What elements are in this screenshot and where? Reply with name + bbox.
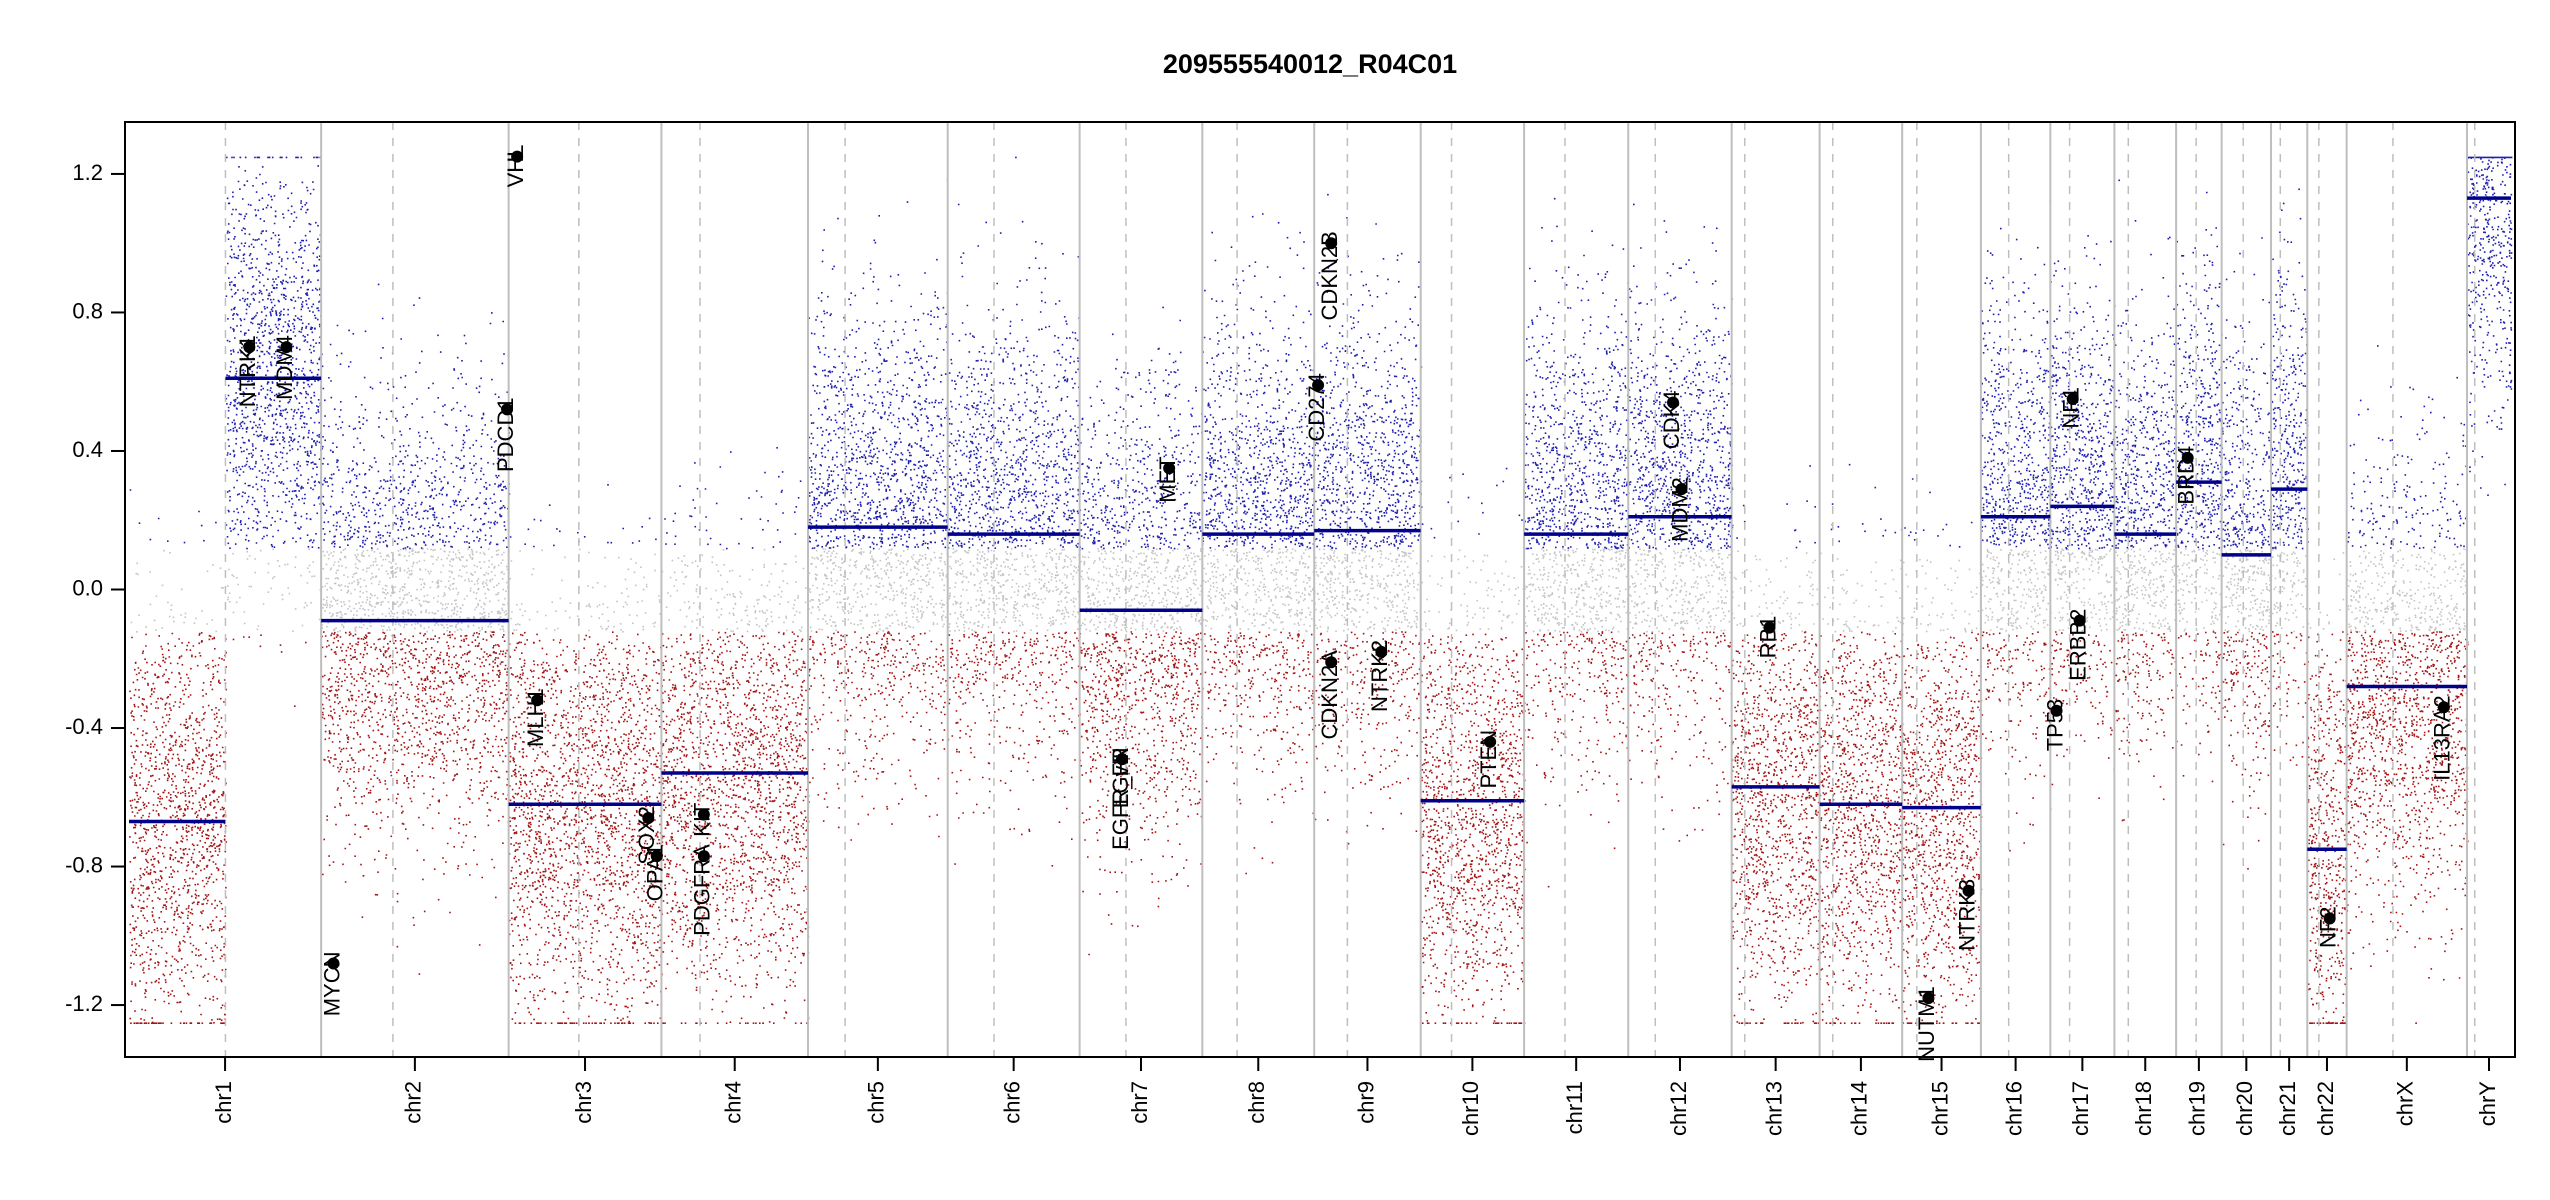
x-tick-label-chr8: chr8 [1244,1081,1269,1124]
x-tick-label-chrY: chrY [2475,1081,2500,1127]
gene-point-KIT [697,808,710,821]
plot-frame [124,121,2516,1058]
x-tick-label-chrX: chrX [2393,1081,2418,1127]
probe-points-loss [129,631,2469,1024]
y-tick-label: 0.8 [72,298,103,323]
gene-point-MDM4 [280,341,293,354]
y-tick-label: 0.0 [72,575,103,600]
chromosome-boundaries [224,122,2476,1057]
gene-label-CDK4: CDK4 [1659,391,1684,450]
gene-point-MLH1 [531,694,544,707]
gene-point-MDM2 [1675,483,1688,496]
gene-label-CDKN2B: CDKN2B [1317,231,1342,320]
gene-point-CD274 [1312,379,1325,392]
y-tick-label: 1.2 [72,160,103,185]
gene-point-CDK4 [1667,396,1680,409]
gene-markers: NTRK1 MDM4MYCNVHLPDCD1MLH1SOX2OPA1KITPDGF… [235,145,2454,1062]
chart-title: 209555540012_R04C01 [1163,49,1457,79]
gene-label-EGFR_vIII: EGFR_vIII [1108,747,1133,850]
x-tick-label-chr17: chr17 [2068,1081,2093,1136]
x-tick-label-chr6: chr6 [999,1081,1024,1124]
gene-point-ERBB2 [2073,614,2086,627]
gene-point-EGFR_vIII [1116,753,1129,766]
y-tick-label: -1.2 [65,991,103,1016]
gene-point-NTRK2 [1375,645,1388,658]
gene-point-OPA1 [650,850,663,863]
gene-point-MET [1163,462,1176,475]
gene-point-IL13RA2 [2437,701,2450,714]
x-tick-label-chr16: chr16 [2001,1081,2026,1136]
x-tick-label-chr20: chr20 [2232,1081,2257,1136]
x-tick-label-chr22: chr22 [2313,1081,2338,1136]
axes: 1.2 0.8 0.4 0.0 -0.4 -0.8 -1.2 chr1 chr2 chr3 chr4… [65,160,2500,1136]
gene-label-ERBB2: ERBB2 [2065,609,2090,681]
gene-label-MDM2: MDM2 [1667,477,1692,542]
gene-point-PDCD1 [501,403,514,416]
probe-points [129,156,2513,1024]
gene-label-TP53: TP53 [2042,699,2067,752]
gene-point-BRD4 [2181,451,2194,464]
segment-lines [129,196,2511,851]
x-tick-label-chr2: chr2 [401,1081,426,1124]
x-tick-label-chr21: chr21 [2275,1081,2300,1136]
gene-point-PTEN [1484,735,1497,748]
y-tick-label: 0.4 [72,437,103,462]
x-tick-label-chr10: chr10 [1458,1081,1483,1136]
x-tick-label-chr12: chr12 [1666,1081,1691,1136]
gene-label-RB1: RB1 [1755,616,1780,659]
x-tick-label-chr7: chr7 [1127,1081,1152,1124]
gene-label-NTRK3: NTRK3 [1954,879,1979,951]
gene-point-TP53 [2050,704,2063,717]
gene-point-NUTM1 [1922,992,1935,1005]
y-tick-label: -0.4 [65,714,103,739]
x-tick-label-chr11: chr11 [1562,1081,1587,1134]
x-tick-label-chr5: chr5 [864,1081,889,1124]
x-tick-label-chr14: chr14 [1847,1081,1872,1136]
probe-points-neutral [130,547,2468,633]
x-tick-label-chr19: chr19 [2185,1081,2210,1136]
gene-point-RB1 [1763,621,1776,634]
gene-point-NF1 [2066,393,2079,406]
gene-label-NUTM1: NUTM1 [1914,986,1939,1062]
gene-label-NF1: NF1 [2059,387,2084,429]
x-tick-label-chr13: chr13 [1761,1081,1786,1136]
x-tick-label-chr3: chr3 [571,1081,596,1124]
gene-label-IL13RA2: IL13RA2 [2430,695,2455,781]
gene-point-NTRK3 [1962,884,1975,897]
gene-label-MET: MET [1155,456,1180,502]
gene-label-PDGFRA: PDGFRA [690,844,715,936]
gene-label-PTEN: PTEN [1476,730,1501,789]
y-tick-label: -0.8 [65,852,103,877]
probe-points-gain [129,156,2513,550]
gene-label-NF2: NF2 [2315,906,2340,948]
gene-point-VHL [511,150,524,163]
gene-label-CDKN2A: CDKN2A [1317,650,1342,740]
gene-label-MYCN: MYCN [319,952,344,1017]
gene-label-BRD4: BRD4 [2174,446,2199,505]
x-tick-label-chr1: chr1 [211,1081,236,1124]
gene-point-CDKN2B [1325,237,1338,250]
gene-label-NTRK2: NTRK2 [1367,640,1392,712]
gene-point-SOX2 [642,812,655,825]
gene-label-MDM4: MDM4 [272,335,297,400]
gene-label-NTRK1: NTRK1 [235,335,260,407]
gene-point-NTRK1 [243,341,256,354]
gene-label-MLH1: MLH1 [523,688,548,747]
gene-point-CDKN2A [1325,656,1338,669]
gene-label-CD274: CD274 [1304,373,1329,441]
gene-label-PDCD1: PDCD1 [493,397,518,472]
gene-label-KIT: KIT [690,803,715,837]
gene-point-NF2 [2323,912,2336,925]
gene-point-MYCN [327,957,340,970]
gene-label-OPA1: OPA1 [643,844,668,901]
x-tick-label-chr9: chr9 [1353,1081,1378,1124]
x-tick-label-chr18: chr18 [2131,1081,2156,1136]
x-tick-label-chr15: chr15 [1927,1081,1952,1136]
gene-label-VHL: VHL [503,145,528,188]
x-tick-label-chr4: chr4 [721,1081,746,1124]
gene-point-PDGFRA [697,850,710,863]
